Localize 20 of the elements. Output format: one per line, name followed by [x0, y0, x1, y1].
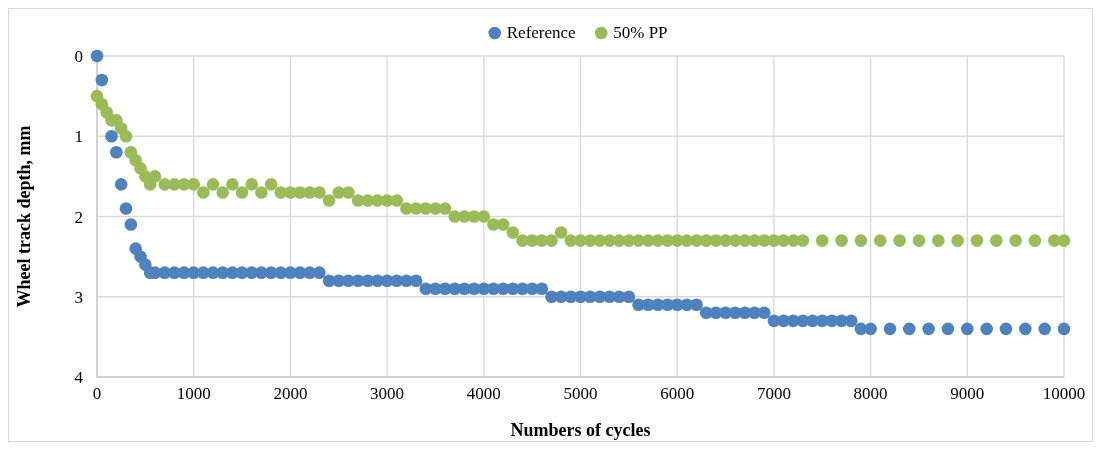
x-tick-label: 3000 [370, 384, 405, 403]
y-tick-label: 2 [74, 207, 83, 227]
y-tick-label: 4 [74, 368, 84, 387]
x-tick-label: 6000 [660, 384, 695, 403]
x-tick-label: 9000 [950, 384, 985, 403]
x-tick-label: 2000 [273, 384, 308, 403]
y-tick-label: 3 [74, 287, 83, 307]
y-tick-label: 1 [74, 127, 83, 147]
x-axis-title: Numbers of cycles [510, 420, 651, 440]
x-tick-label: 0 [92, 384, 102, 403]
x-tick-label: 5000 [563, 384, 598, 403]
x-tick-label: 7000 [756, 384, 791, 403]
legend-label: 50% PP [613, 23, 668, 42]
x-tick-label: 1000 [176, 384, 211, 403]
x-tick-label: 8000 [853, 384, 888, 403]
y-tick-label: 0 [74, 47, 83, 66]
x-tick-label: 10000 [1042, 384, 1086, 403]
y-axis-title: Wheel track depth, mm [14, 125, 34, 308]
legend-label: Reference [506, 23, 576, 42]
x-tick-label: 4000 [466, 384, 501, 403]
